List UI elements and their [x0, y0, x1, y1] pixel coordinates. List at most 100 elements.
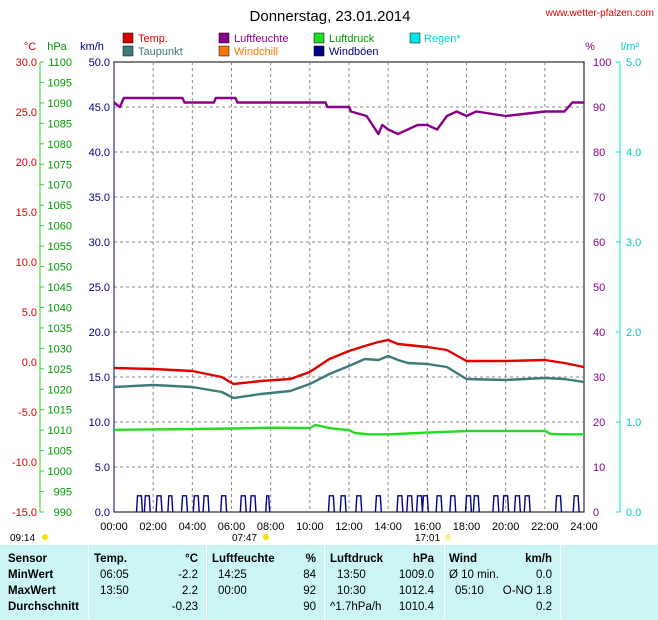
x-tick-label: 02:00	[139, 521, 167, 533]
x-tick-label: 24:00	[570, 521, 598, 533]
pressure-tick-label: 1050	[48, 262, 72, 274]
legend-label-rain: Regen*	[424, 33, 461, 45]
x-axis-ticks: 00:00 02:00 04:00 06:00 08:00 10:00 12:00 14:00…	[100, 521, 598, 533]
wind-tick-label: 30.0	[89, 237, 110, 249]
x-tick-label: 04:00	[179, 521, 207, 533]
humidity-tick-label: 50	[593, 282, 605, 294]
gust-mark	[464, 495, 473, 513]
wind-avg-value: 0.0	[536, 569, 552, 581]
sunset-time: 17:01	[415, 533, 440, 544]
max-temp-time: 13:50	[100, 585, 129, 597]
gust-mark	[472, 495, 480, 513]
pressure-tick-label: 1010	[48, 425, 72, 437]
axes: 30.0 25.0 20.0 15.0 10.0 5.0 0.0 -5.0 -10.0 -15.0…	[12, 57, 641, 519]
gust-mark	[202, 495, 210, 513]
series-line-luftfeuchte	[113, 96, 584, 136]
humidity-tick-label: 20	[593, 417, 605, 429]
legend-label-temp: Temp.	[138, 33, 168, 45]
x-tick-label: 18:00	[453, 521, 481, 533]
website-link[interactable]: www.wetter-pfalzen.com	[545, 8, 654, 19]
min-humidity-time: 14:25	[218, 569, 247, 581]
legend-label-gusts: Windböen	[329, 46, 379, 58]
header-temp: Temp.	[94, 553, 128, 565]
gust-mark	[572, 495, 580, 513]
max-pressure-value: 1012.4	[398, 585, 434, 597]
gust-mark	[502, 495, 510, 513]
legend-label-humidity: Luftfeuchte	[234, 33, 288, 45]
legend-swatch-temp	[122, 32, 134, 44]
series-line-temp-	[113, 338, 585, 386]
gust-mark	[554, 495, 563, 513]
legend-swatch-rain	[409, 32, 421, 44]
row-label-min: MinWert	[8, 569, 54, 581]
rain-unit-label: l/m²	[621, 41, 640, 53]
humidity-tick-label: 70	[593, 192, 605, 204]
rain-tick-label: 0.0	[626, 507, 641, 519]
max-humidity-time: 00:00	[218, 585, 247, 597]
wind-unit-label: km/h	[80, 41, 104, 53]
min-humidity-value: 84	[303, 569, 316, 581]
pressure-unit-label: hPa	[47, 41, 67, 53]
legend-swatch-pressure	[313, 32, 325, 44]
avg-wind-value: 0.2	[536, 601, 552, 613]
avg-temp-value: -0.23	[171, 601, 198, 613]
sun-left-time: 09:14	[10, 533, 35, 544]
temp-tick-label: 15.0	[16, 207, 37, 219]
gust-mark	[435, 495, 443, 513]
row-label-avg: Durchschnitt	[8, 601, 79, 613]
gust-mark	[421, 495, 430, 513]
column-divider	[88, 545, 89, 620]
x-tick-label: 10:00	[296, 521, 324, 533]
temp-unit-label: °C	[24, 41, 36, 53]
sunrise-sun-icon	[263, 534, 269, 540]
pressure-tick-label: 1025	[48, 364, 72, 376]
header-humidity: Luftfeuchte	[212, 553, 275, 565]
gust-mark	[155, 495, 163, 513]
column-divider	[560, 545, 561, 620]
rain-tick-label: 5.0	[626, 57, 641, 69]
legend-swatch-windchill	[218, 45, 230, 57]
temp-tick-label: 30.0	[16, 57, 37, 69]
gust-mark	[449, 495, 457, 513]
wind-tick-label: 10.0	[89, 417, 110, 429]
series-line-luftdruck	[113, 423, 584, 436]
avg-humidity-value: 90	[303, 601, 316, 613]
pressure-tick-label: 1100	[48, 57, 72, 69]
legend-label-windchill: Windchill	[234, 46, 278, 58]
pressure-tick-label: 1060	[48, 221, 72, 233]
column-divider	[444, 545, 445, 620]
x-tick-label: 14:00	[374, 521, 402, 533]
pressure-tick-label: 1090	[48, 98, 72, 110]
temp-tick-label: 5.0	[22, 307, 37, 319]
max-pressure-time: 10:30	[337, 585, 366, 597]
grid	[114, 62, 584, 512]
rain-tick-label: 3.0	[626, 237, 641, 249]
humidity-tick-label: 60	[593, 237, 605, 249]
pressure-tick-label: 1085	[48, 118, 72, 130]
pressure-tick-label: 1040	[48, 302, 72, 314]
x-tick-label: 22:00	[531, 521, 559, 533]
rain-tick-label: 2.0	[626, 327, 641, 339]
header-sensor: Sensor	[8, 553, 47, 565]
gust-mark	[220, 495, 228, 513]
humidity-tick-label: 40	[593, 327, 605, 339]
gust-mark	[339, 495, 347, 513]
chart-title: Donnerstag, 23.01.2014	[250, 8, 411, 25]
gust-mark	[492, 495, 500, 513]
row-label-max: MaxWert	[8, 585, 56, 597]
wind-tick-label: 35.0	[89, 192, 110, 204]
pressure-tick-label: 1015	[48, 405, 72, 417]
min-temp-value: -2.2	[178, 569, 198, 581]
legend-swatch-dewpoint	[122, 45, 134, 57]
wind-tick-label: 50.0	[89, 57, 110, 69]
header-pressure: Luftdruck	[330, 553, 384, 565]
wind-max-time: 05:10	[455, 585, 484, 597]
min-temp-time: 06:05	[100, 569, 129, 581]
max-humidity-value: 92	[303, 585, 316, 597]
series-line-taupunkt	[113, 354, 585, 400]
weather-chart: Donnerstag, 23.01.2014 www.wetter-pfalze…	[10, 8, 654, 544]
temp-tick-label: 0.0	[22, 357, 37, 369]
pressure-tick-label: 990	[54, 507, 72, 519]
temp-tick-label: 10.0	[16, 257, 37, 269]
humidity-unit-label: %	[585, 41, 595, 53]
